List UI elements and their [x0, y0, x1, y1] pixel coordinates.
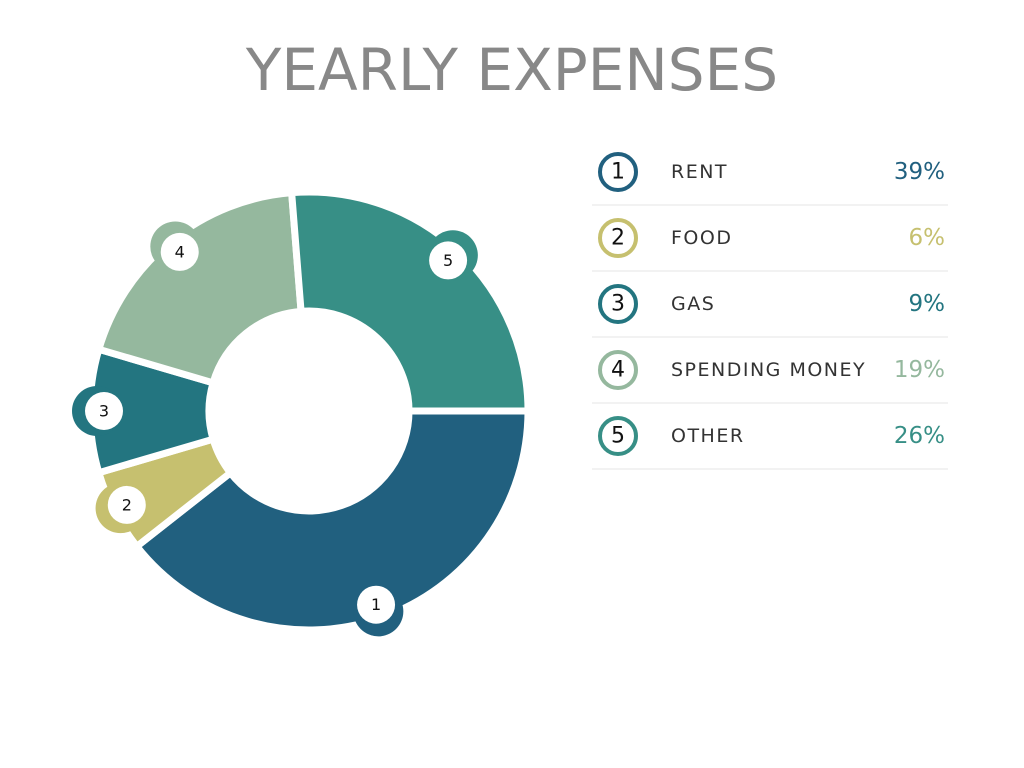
legend-label: SPENDING MONEY: [671, 359, 866, 381]
donut-segment: [287, 188, 532, 415]
legend-value: 39%: [894, 159, 945, 185]
legend-label: RENT: [671, 161, 728, 183]
donut-segment: [94, 188, 305, 388]
legend-label: OTHER: [671, 425, 745, 447]
legend-marker: [598, 218, 638, 258]
legend-value: 19%: [894, 357, 945, 383]
legend-label: GAS: [671, 293, 715, 315]
badge: [160, 232, 199, 271]
legend-number: 2: [611, 226, 625, 251]
legend-marker: [598, 284, 638, 324]
badge-number: 4: [175, 242, 185, 261]
badge-number: 3: [99, 402, 109, 421]
legend-value: 9%: [909, 291, 946, 317]
legend-marker: [598, 416, 638, 456]
badge-number: 5: [443, 251, 453, 270]
legend-marker: [598, 350, 638, 390]
legend-marker: [598, 152, 638, 192]
legend-value: 26%: [894, 423, 945, 449]
legend-label: FOOD: [671, 227, 732, 249]
legend-number: 5: [611, 424, 625, 449]
badge: [357, 585, 396, 624]
donut-segment: [131, 407, 532, 634]
legend-number: 1: [611, 160, 625, 185]
legend-number: 4: [611, 358, 625, 383]
badge: [85, 392, 123, 430]
legend-value: 6%: [909, 225, 946, 251]
badge: [107, 485, 146, 524]
chart-title: YEARLY EXPENSES: [245, 36, 778, 104]
legend-number: 3: [611, 292, 625, 317]
badge-number: 1: [371, 595, 381, 614]
badge-number: 2: [122, 495, 132, 514]
badge: [429, 241, 468, 280]
